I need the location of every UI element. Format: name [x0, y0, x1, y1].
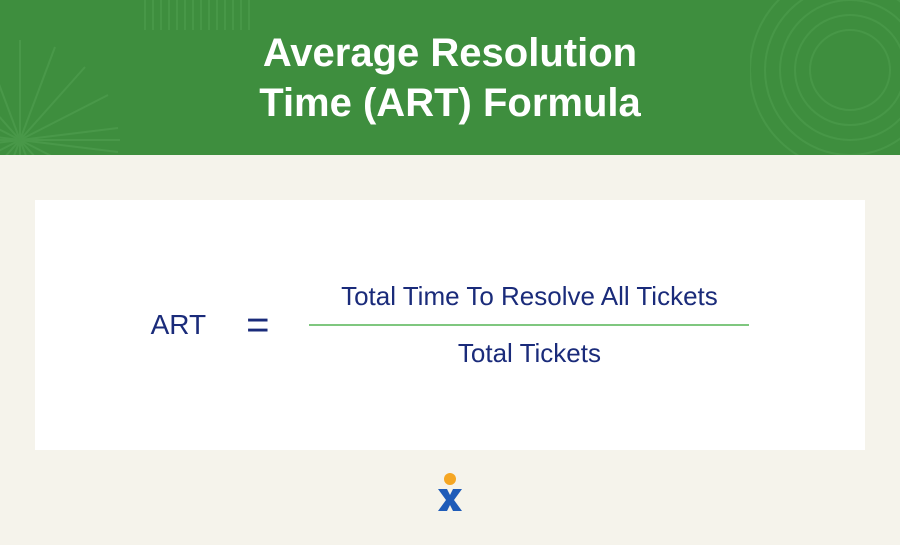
logo-dot-icon [444, 473, 456, 485]
logo-x-icon [435, 487, 465, 513]
page-title: Average Resolution Time (ART) Formula [259, 28, 641, 128]
decorative-lines-icon [140, 0, 260, 30]
logo [435, 473, 465, 513]
formula-left-side: ART [151, 309, 207, 341]
content-area: ART = Total Time To Resolve All Tickets … [0, 155, 900, 450]
fraction-line [309, 324, 749, 326]
decorative-sunburst-icon [0, 40, 120, 155]
header-banner: Average Resolution Time (ART) Formula [0, 0, 900, 155]
decorative-circles-icon [750, 0, 900, 155]
formula-equals: = [246, 303, 269, 348]
formula-denominator: Total Tickets [458, 338, 601, 369]
formula-fraction: Total Time To Resolve All Tickets Total … [309, 281, 749, 369]
formula-card: ART = Total Time To Resolve All Tickets … [35, 200, 865, 450]
formula-numerator: Total Time To Resolve All Tickets [341, 281, 718, 312]
